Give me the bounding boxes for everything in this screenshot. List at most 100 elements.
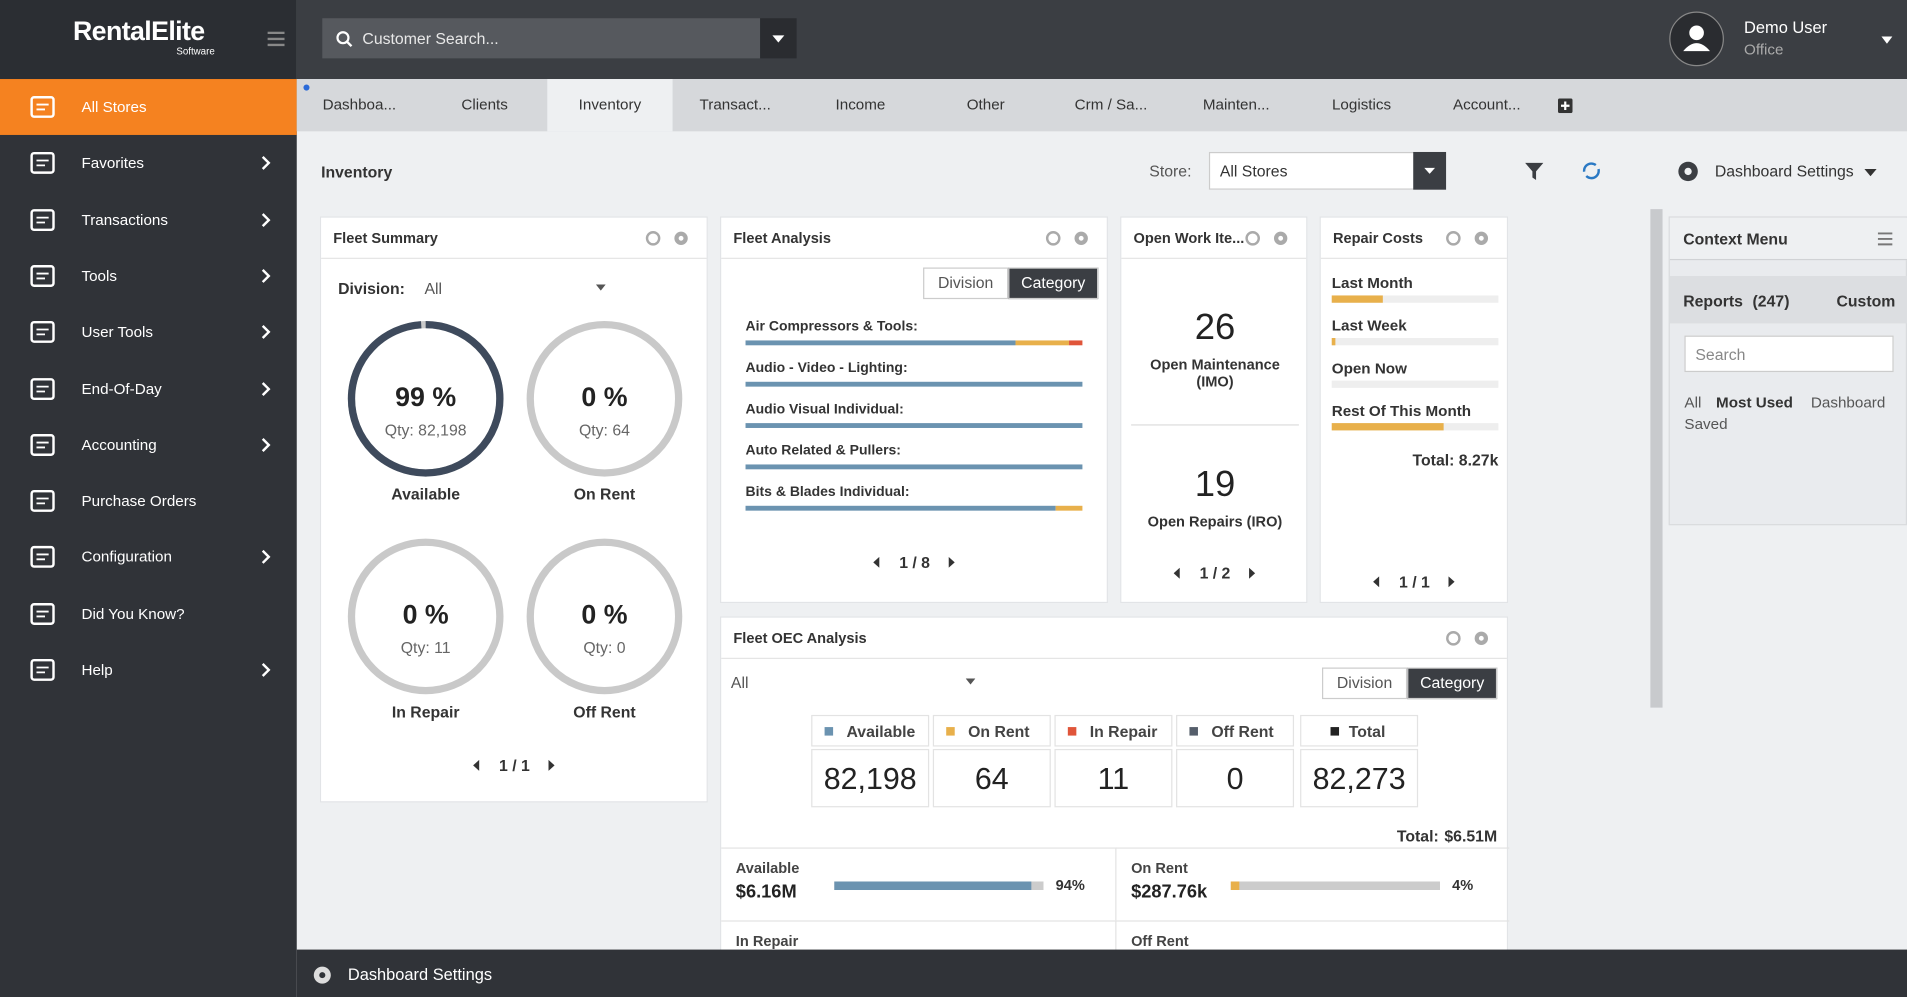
tab[interactable]: Account...: [1424, 79, 1549, 131]
footer-settings[interactable]: Dashboard Settings: [347, 965, 493, 984]
gauge: [347, 320, 504, 477]
settings-gear[interactable]: [1677, 160, 1699, 182]
search-dropdown[interactable]: [760, 18, 797, 59]
pager-prev[interactable]: [1373, 576, 1380, 588]
nav-item[interactable]: End-Of-Day: [0, 360, 297, 416]
tab-label: Mainten...: [1202, 96, 1270, 114]
menu-toggle[interactable]: [267, 31, 285, 47]
tab[interactable]: Logistics: [1299, 79, 1424, 131]
gear-icon[interactable]: [1073, 230, 1090, 247]
nav-item[interactable]: Purchase Orders: [0, 473, 297, 529]
toggle-button[interactable]: Category: [1407, 667, 1498, 700]
gauge-label: In Repair: [391, 702, 460, 721]
tab[interactable]: Mainten...: [1174, 79, 1299, 131]
refresh-icon[interactable]: [1581, 160, 1602, 181]
report-filter[interactable]: Most Used: [1716, 393, 1793, 411]
report-filter[interactable]: All: [1684, 393, 1702, 411]
gear-icon[interactable]: [673, 230, 690, 247]
custom-link[interactable]: Custom: [1836, 291, 1896, 311]
nav-item[interactable]: Configuration: [0, 529, 297, 585]
caret[interactable]: [595, 284, 606, 291]
refresh-icon[interactable]: [1445, 230, 1462, 247]
search-placeholder: Customer Search...: [362, 29, 499, 48]
panel-title: Repair Costs: [1332, 229, 1423, 247]
column-label: On Rent: [968, 722, 1030, 741]
customer-search[interactable]: Customer Search...: [322, 18, 761, 59]
gauge: [347, 538, 504, 695]
nav-icon: [30, 546, 55, 569]
toggle-button[interactable]: Division: [923, 267, 1009, 300]
pager-prev[interactable]: [873, 556, 880, 568]
refresh-icon[interactable]: [1045, 230, 1062, 247]
logo-area: [0, 0, 297, 80]
column-header: Total: [1300, 714, 1419, 747]
toggle-button[interactable]: Category: [1008, 267, 1099, 300]
pager-prev[interactable]: [1173, 567, 1181, 579]
user-caret[interactable]: [1881, 36, 1893, 44]
pager-next[interactable]: [1448, 576, 1455, 588]
refresh-icon[interactable]: [1244, 230, 1261, 247]
category-bar: [745, 423, 1083, 428]
division-value[interactable]: All: [424, 279, 443, 298]
toggle-button[interactable]: Division: [1322, 667, 1408, 700]
column-label: In Repair: [1089, 722, 1158, 741]
refresh-icon[interactable]: [645, 230, 662, 247]
tab[interactable]: Inventory: [547, 79, 673, 132]
nav-item[interactable]: Help: [0, 642, 297, 698]
period-bar: [1331, 295, 1384, 303]
tab[interactable]: Income: [798, 79, 923, 131]
logo-sub: Software: [176, 46, 215, 58]
report-filter[interactable]: Saved: [1684, 415, 1728, 433]
nav-item[interactable]: Transactions: [0, 192, 297, 248]
nav-icon: [30, 377, 55, 400]
nav-item[interactable]: Tools: [0, 248, 297, 304]
avatar[interactable]: [1669, 11, 1725, 67]
store-select[interactable]: All Stores: [1208, 151, 1447, 190]
filter-icon[interactable]: [1525, 162, 1544, 180]
category-label: Bits & Blades Individual:: [745, 485, 910, 500]
caret: [1424, 167, 1436, 174]
tab-label: Dashboa...: [322, 96, 397, 114]
pager-next[interactable]: [948, 556, 956, 568]
division-label: Division:: [338, 279, 405, 298]
open-work-items: Open Work Ite... 26 Open Maintenance (IMO)…: [1120, 216, 1308, 604]
pager-next[interactable]: [548, 759, 556, 771]
caret[interactable]: [1864, 169, 1877, 177]
context-menu-icon[interactable]: [1877, 232, 1893, 246]
column-cell: 0: [1176, 748, 1295, 808]
tab[interactable]: Dashboa...: [297, 79, 422, 131]
swatch: [824, 727, 834, 736]
category-bar: [1068, 340, 1083, 346]
tab-label: Logistics: [1331, 96, 1392, 114]
refresh-icon[interactable]: [1445, 630, 1462, 647]
pager-next[interactable]: [1249, 567, 1256, 579]
scrollbar[interactable]: [1650, 209, 1663, 708]
gauge-label: Off Rent: [573, 702, 636, 721]
nav-item[interactable]: Did You Know?: [0, 586, 297, 642]
column-header: Off Rent: [1176, 714, 1295, 747]
tab[interactable]: Clients: [422, 79, 547, 131]
tab-label: Transact...: [699, 96, 771, 114]
tab[interactable]: Transact...: [673, 79, 798, 131]
filter-value[interactable]: All: [730, 673, 749, 692]
report-filter[interactable]: Dashboard: [1810, 393, 1886, 411]
oec-label: In Repair: [735, 932, 799, 950]
gear-icon[interactable]: [1473, 630, 1490, 647]
dashboard-settings[interactable]: Dashboard Settings: [1714, 161, 1854, 180]
user-name: Demo User: [1744, 18, 1828, 37]
nav-item[interactable]: All Stores: [0, 79, 297, 135]
context-search[interactable]: Search: [1684, 335, 1894, 373]
caret[interactable]: [965, 678, 976, 685]
nav-item[interactable]: Favorites: [0, 135, 297, 191]
gear-icon[interactable]: [1473, 230, 1490, 247]
gauge-qty: Qty: 82,198: [384, 420, 467, 439]
tab[interactable]: Crm / Sa...: [1048, 79, 1173, 131]
footer-gear[interactable]: [313, 965, 332, 984]
add-tab[interactable]: [1557, 98, 1573, 114]
pager-prev[interactable]: [473, 759, 480, 771]
nav-item[interactable]: Accounting: [0, 417, 297, 473]
tab[interactable]: Other: [923, 79, 1048, 131]
reports-count: (247): [1752, 291, 1790, 311]
nav-item[interactable]: User Tools: [0, 304, 297, 360]
gear-icon[interactable]: [1272, 230, 1289, 247]
